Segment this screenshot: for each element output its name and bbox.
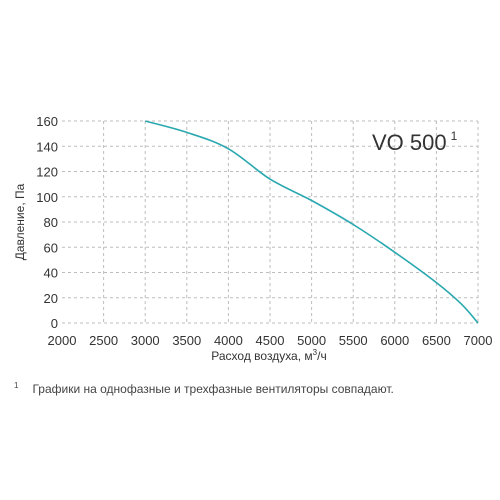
y-axis-label: Давление, Па (13, 183, 27, 260)
y-tick-label: 60 (44, 240, 58, 255)
x-tick-label: 3000 (131, 333, 160, 348)
x-tick-label: 5000 (297, 333, 326, 348)
footnote-marker: 1 (14, 381, 19, 390)
x-tick-label: 6500 (422, 333, 451, 348)
y-tick-label: 80 (44, 215, 58, 230)
x-tick-label: 7000 (464, 333, 493, 348)
x-tick-label: 3500 (172, 333, 201, 348)
x-tick-label: 4500 (256, 333, 285, 348)
y-tick-label: 160 (36, 114, 58, 129)
x-tick-label: 4000 (214, 333, 243, 348)
y-tick-label: 120 (36, 165, 58, 180)
x-ticks: 2000 2500 3000 3500 4000 4500 5000 5500 6000 6500… (48, 333, 493, 348)
x-tick-label: 5500 (339, 333, 368, 348)
y-tick-label: 20 (44, 291, 58, 306)
footnote: 1 Графики на однофазные и трехфазные вент… (14, 381, 394, 396)
x-tick-label: 2000 (48, 333, 77, 348)
footnote-text: Графики на однофазные и трехфазные венти… (32, 382, 394, 396)
y-tick-label: 100 (36, 190, 58, 205)
series-line (144, 120, 479, 324)
x-axis-label: Расход воздуха, м3/ч (211, 348, 326, 363)
x-tick-label: 6000 (380, 333, 409, 348)
chart-title: VO 500 1 (372, 129, 458, 155)
y-ticks: 0 20 40 60 80 100 120 140 160 (36, 114, 58, 331)
x-tick-label: 2500 (89, 333, 118, 348)
y-tick-label: 140 (36, 139, 58, 154)
y-tick-label: 40 (44, 266, 58, 281)
grid (62, 120, 479, 324)
y-tick-label: 0 (51, 316, 58, 331)
